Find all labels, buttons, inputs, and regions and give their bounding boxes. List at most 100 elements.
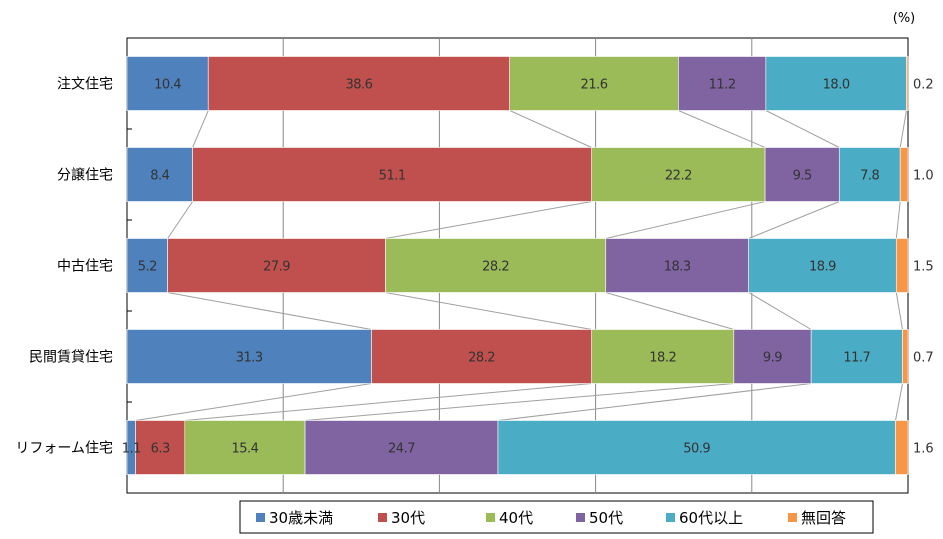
- data-label: 24.7: [388, 442, 415, 457]
- bar-segment: [605, 238, 749, 293]
- series-line: [895, 292, 904, 330]
- series-line: [678, 110, 766, 148]
- legend-label: 30代: [391, 509, 425, 527]
- legend-swatch: [666, 513, 675, 522]
- bar-segment: [371, 329, 592, 384]
- legend-swatch: [256, 513, 265, 522]
- series-line: [385, 201, 592, 239]
- bar-segment: [192, 147, 592, 202]
- data-label: 5.2: [138, 260, 157, 275]
- category-label: 民間賃貸住宅: [29, 350, 113, 366]
- bar-segment: [304, 420, 499, 475]
- data-label: 6.3: [151, 442, 170, 457]
- legend-box: [239, 500, 874, 534]
- data-label: 28.2: [468, 351, 495, 366]
- bars: [126, 56, 909, 475]
- bar-segment: [899, 147, 909, 202]
- data-label: 11.7: [843, 351, 870, 366]
- legend-swatch: [486, 513, 495, 522]
- data-label: 38.6: [345, 78, 372, 93]
- data-label: 51.1: [379, 169, 406, 184]
- series-line: [192, 110, 209, 148]
- data-label: 7.8: [860, 169, 879, 184]
- legend-label: 40代: [499, 509, 533, 527]
- bar-segment: [509, 56, 679, 111]
- data-label: 22.2: [665, 169, 692, 184]
- bar-segment: [126, 329, 372, 384]
- unit-label: (%): [893, 11, 916, 26]
- series-line: [509, 110, 592, 148]
- series-line: [605, 201, 766, 239]
- legend-label: 無回答: [801, 509, 846, 527]
- legend-swatch: [576, 513, 585, 522]
- bar-segment: [765, 56, 907, 111]
- category-label: 注文住宅: [57, 77, 113, 93]
- bar-segment: [497, 420, 896, 475]
- data-label: 18.2: [649, 351, 676, 366]
- series-line: [748, 201, 840, 239]
- series-line: [899, 110, 907, 148]
- bar-segment: [135, 420, 186, 475]
- data-label: 27.9: [263, 260, 290, 275]
- series-lines: [135, 110, 907, 421]
- bar-segment: [126, 147, 193, 202]
- bar-segment: [126, 56, 209, 111]
- bar-segment: [207, 56, 510, 111]
- series-line: [184, 383, 592, 421]
- series-line: [305, 383, 734, 421]
- data-label: 1.6: [913, 442, 934, 457]
- legend-label: 60代以上: [679, 509, 743, 527]
- series-line: [167, 292, 372, 330]
- data-label: 11.2: [709, 78, 736, 93]
- data-label: 0.7: [913, 351, 934, 366]
- data-label: 9.9: [763, 351, 782, 366]
- data-label: 8.4: [150, 169, 169, 184]
- legend: 30歳未満 30代 40代 50代 60代以上 無回答: [239, 500, 874, 534]
- bar-segment: [895, 420, 909, 475]
- category-label: リフォーム住宅: [15, 441, 113, 457]
- category-label: 分譲住宅: [57, 168, 113, 184]
- data-label: 18.3: [664, 260, 691, 275]
- data-label: 15.4: [231, 442, 258, 457]
- legend-label: 30歳未満: [269, 509, 333, 527]
- bar-segment: [184, 420, 306, 475]
- bar-segment: [591, 329, 735, 384]
- series-line: [765, 110, 840, 148]
- data-label: 1.0: [913, 169, 934, 184]
- bar-segment: [385, 238, 607, 293]
- bar-segment: [748, 238, 897, 293]
- series-line: [748, 292, 812, 330]
- bar-segment: [906, 56, 909, 111]
- data-label: 18.0: [823, 78, 850, 93]
- bar-segment: [591, 147, 766, 202]
- series-line: [135, 383, 372, 421]
- data-label: 1.5: [913, 260, 934, 275]
- data-label: 18.9: [809, 260, 836, 275]
- bar-segment: [733, 329, 812, 384]
- legend-label: 50代: [589, 509, 623, 527]
- data-label: 31.3: [236, 351, 263, 366]
- legend-swatch: [788, 513, 797, 522]
- series-line: [385, 292, 592, 330]
- data-labels: 10.4 38.6 21.6 11.2 18.0 0.2 8.4 51.1 22.2 9.5 7.8…: [122, 78, 934, 457]
- bar-segment: [895, 238, 909, 293]
- data-label: 21.6: [581, 78, 608, 93]
- data-label: 28.2: [482, 260, 509, 275]
- category-label: 中古住宅: [57, 259, 113, 275]
- series-line: [167, 201, 194, 239]
- data-label: 50.9: [683, 442, 710, 457]
- data-label: 1.1: [122, 442, 141, 457]
- bar-segment: [126, 238, 168, 293]
- series-line: [497, 383, 812, 421]
- legend-swatch: [378, 513, 387, 522]
- data-label: 10.4: [154, 78, 181, 93]
- bar-segment: [838, 147, 901, 202]
- data-label: 0.2: [913, 78, 934, 93]
- bar-segment: [764, 147, 840, 202]
- bar-segment: [678, 56, 767, 111]
- data-label: 9.5: [793, 169, 812, 184]
- bar-segment: [902, 329, 909, 384]
- series-line: [605, 292, 734, 330]
